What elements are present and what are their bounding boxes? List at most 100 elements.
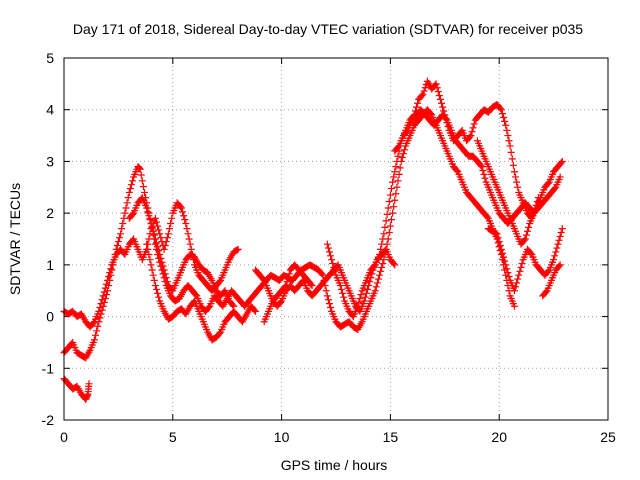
data-point [149,227,157,235]
ticks: 0 5 10 15 20 25 -2 -1 0 1 2 3 4 5 [42,50,616,445]
data-point [148,266,156,274]
data-point [168,214,176,222]
data-point [336,282,344,290]
data-point [360,297,368,305]
data-point [307,280,315,288]
data-point [183,225,191,233]
data-point [380,256,388,264]
data-point [515,271,523,279]
data-point [322,287,330,295]
data-point [542,288,550,296]
data-point [498,249,506,257]
data-point [117,230,125,238]
data-point [94,322,102,330]
data-point [396,164,404,172]
data-point [89,319,97,327]
data-point [391,261,399,269]
data-point [160,266,168,274]
data-point [163,278,171,286]
data-point [510,302,518,310]
data-point [389,209,397,217]
y-tick-label: 0 [46,309,54,325]
data-point [385,229,393,237]
data-point [481,174,489,182]
data-point [96,314,104,322]
data-point [390,260,398,268]
data-point [516,267,524,275]
data-points [60,77,566,403]
data-point [229,301,237,309]
data-point [534,194,542,202]
data-point [555,236,563,244]
data-point [468,128,476,136]
data-point [553,244,561,252]
data-point [530,209,538,217]
data-point [113,241,121,249]
data-point [318,270,326,278]
data-point [162,274,170,282]
data-point [100,288,108,296]
data-point [366,278,374,286]
data-point [439,103,447,111]
data-point [149,271,157,279]
data-point [512,283,520,291]
data-point [386,222,394,230]
data-point [418,91,426,99]
data-point [544,179,552,187]
data-point [492,229,500,237]
y-tick-label: -2 [42,412,55,428]
data-point [354,302,362,310]
data-point [362,289,370,297]
data-point [527,249,535,257]
data-point [163,234,171,242]
data-point [510,287,518,295]
data-point [504,269,512,277]
data-point [391,168,399,176]
data-point [337,285,345,293]
data-point [92,331,100,339]
data-point [339,289,347,297]
data-point [154,289,162,297]
data-point [104,276,112,284]
data-point [96,304,104,312]
data-point [186,240,194,248]
data-point [105,272,113,280]
data-point [184,230,192,238]
data-point [216,329,224,337]
data-point [138,177,146,185]
data-point [382,217,390,225]
data-point [155,226,163,234]
data-point [234,245,242,253]
data-point [502,121,510,129]
x-tick-label: 15 [383,429,399,445]
data-point [328,256,336,264]
data-point [283,278,291,286]
data-point [413,103,421,111]
y-tick-label: 2 [46,205,54,221]
data-point [139,183,147,191]
data-point [557,229,565,237]
data-point [479,166,487,174]
data-point [393,157,401,165]
data-point [324,296,332,304]
data-point [178,204,186,212]
series-track-h [391,106,564,227]
data-point [250,306,258,314]
y-tick-label: 3 [46,153,54,169]
data-point [505,137,513,145]
data-point [166,225,174,233]
data-point [152,218,160,226]
data-point [125,188,133,196]
data-point [331,267,339,275]
data-point [380,230,388,238]
data-point [176,203,184,211]
data-point [164,230,172,238]
data-point [141,188,149,196]
data-point [251,307,259,315]
data-point [392,190,400,198]
data-point [285,270,293,278]
data-point [394,143,402,151]
data-point [377,267,385,275]
x-axis-label: GPS time / hours [281,457,388,473]
